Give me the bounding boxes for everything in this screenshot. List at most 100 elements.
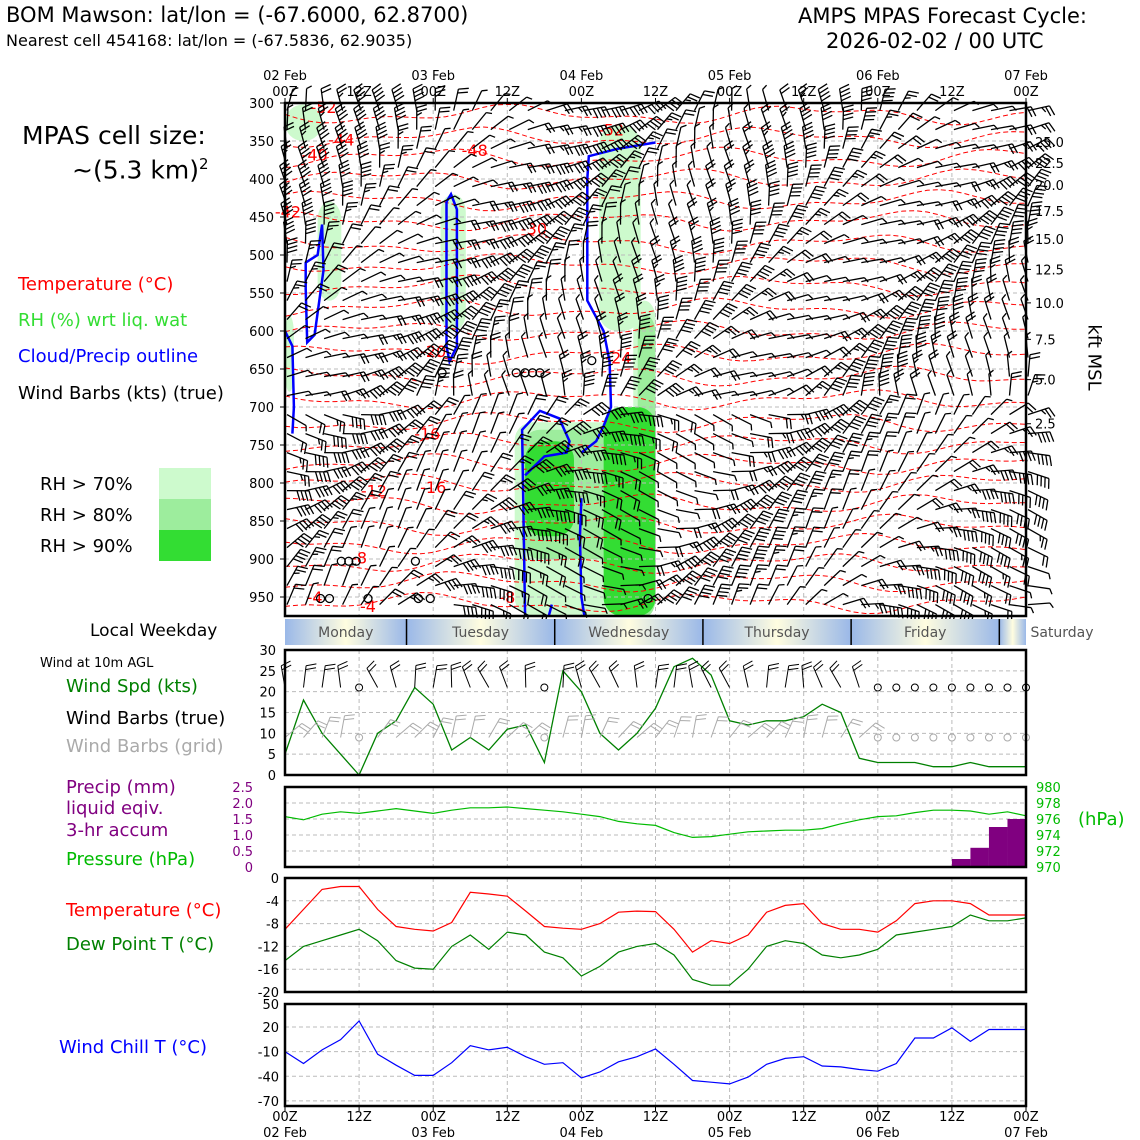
wind-barb [897,430,913,453]
wind-barb [897,412,917,434]
precip-bar [988,827,1008,867]
wind-barb [453,558,482,573]
wind-barb [860,468,876,491]
wind-barb [472,157,498,169]
wind-barb [989,255,1001,282]
wind-barb [601,603,628,610]
wind-barb [304,564,325,586]
wind-barb-10m-grid [655,719,679,738]
wind-barb [824,314,851,321]
bottom-hour-label: 00Z [1013,1110,1039,1125]
wind-barb [379,588,405,606]
wind-barb [749,331,776,340]
wind-barb [953,414,973,434]
wind-barb [342,353,370,365]
wind-barb-10m-grid [321,716,341,738]
wind-barb [416,528,435,548]
wind-barb [490,236,519,250]
wind-barb [1027,105,1056,117]
wind-barb [638,471,660,489]
wind-barb [342,476,369,492]
wind-barb [897,393,918,415]
wind-barb [434,195,461,207]
wind-barb-10m-true [477,660,490,688]
wind-barb [897,493,920,511]
wind-barb [988,369,994,396]
wind-barb [760,121,772,149]
pressure-ytick-label: 974 [1036,829,1061,844]
wind-barb [286,347,313,359]
wind-barb [712,302,738,321]
temperature-contour [284,389,1027,411]
wind-barb [580,350,592,377]
wind-barb [601,584,627,596]
wind-barb [953,585,974,607]
wind-barb [472,179,499,188]
wind-barb [360,472,385,492]
wind-barb [323,510,348,530]
wind-barb [675,586,700,605]
wind-barb [601,169,626,188]
wind-barb [712,104,719,130]
wind-barb [601,470,624,489]
temperature-contour [284,365,1027,388]
wind-ytick-label: 30 [259,644,276,659]
wind-barb [860,531,883,549]
wind-barb [971,210,999,226]
wind-barb [842,192,870,207]
wind-barb [305,414,326,436]
wind-barb [694,414,715,432]
wind-barb [583,124,611,138]
wind-barb [675,297,693,320]
calm-wind-circle [587,355,597,366]
wind-barb-10m-true [574,660,586,688]
calm-wind-circle [413,593,424,604]
wind-spd-label: Wind Spd (kts) [66,676,198,697]
wind-barb [768,371,795,378]
wind-barb [879,603,904,619]
wind-barb [933,312,946,339]
wind-barb [820,102,833,130]
wind-barb [575,293,585,320]
wind-barb [842,342,869,359]
wind-barb [688,216,700,244]
wind-barb [564,239,580,263]
wind-barb [675,555,704,570]
wind-barb [823,377,848,396]
wind-barb [546,508,571,523]
wind-barb [1027,122,1056,133]
wind-barb [564,489,590,504]
bottom-hour-label: 00Z [420,1110,446,1125]
precip-ytick-label: 2.0 [232,797,253,812]
wind-barb [764,159,778,187]
wind-barb [527,163,555,175]
wind-barb [986,273,998,301]
wind-barb [527,122,556,134]
wind-barb [838,83,852,111]
wind-barb [583,547,604,565]
wind-barb [842,327,870,340]
wind-barb [391,83,405,111]
wind-barb [638,313,651,339]
wind-barb [801,121,815,149]
wind-barb [490,201,518,213]
wind-barb [379,207,400,226]
temp-ytick-label: -16 [258,963,279,978]
wind-barb [953,277,969,301]
wind-barb [805,545,822,567]
wind-barb-10m-true [655,663,670,688]
wind-barb-10m-grid [580,714,596,738]
wind-barb-10m-grid [803,714,819,738]
temperature-contour-label: -16 [420,478,446,497]
wind-barb [731,261,753,282]
wind-barb [1026,217,1038,244]
wind-barb [356,140,370,168]
rh90-swatch [159,530,211,561]
wind-barb [823,211,851,226]
wind-barb [490,497,518,512]
wind-barb [694,536,722,551]
temp-ytick-label: 0 [271,872,279,887]
wind-barb [879,320,903,339]
wind-barb [842,104,854,130]
wind-barb [971,225,996,244]
